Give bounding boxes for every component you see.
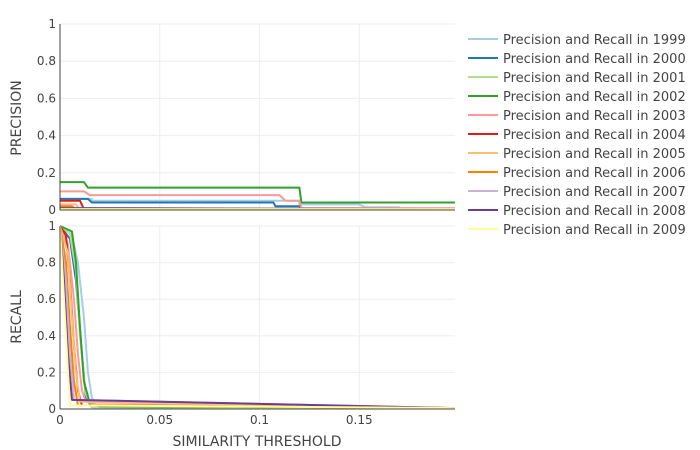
legend-entry-4: Precision and Recall in 2003 <box>503 109 686 124</box>
legend-entry-1: Precision and Recall in 2000 <box>503 52 686 67</box>
precision-series-line-4 <box>60 190 455 210</box>
recall-series-line-3 <box>59 225 456 410</box>
recall-series-line-8 <box>59 225 456 410</box>
precision-y-tick-label: 0.2 <box>37 166 56 180</box>
legend-entry-7: Precision and Recall in 2006 <box>503 166 686 181</box>
recall-y-tick-label: 0.4 <box>37 329 56 343</box>
recall-series-line-2 <box>59 225 456 410</box>
precision-axis-title: PRECISION <box>9 80 25 155</box>
recall-series-line-10 <box>59 225 456 410</box>
recall-axis-title: RECALL <box>9 290 25 344</box>
series-layer <box>59 181 456 410</box>
recall-series-line-9 <box>59 225 456 410</box>
recall-series-line-6 <box>59 225 456 410</box>
x-axis-title: SIMILARITY THRESHOLD <box>173 434 342 450</box>
x-tick-label: 0.15 <box>346 413 373 427</box>
recall-y-tick-label: 0 <box>48 402 56 416</box>
recall-y-tick-label: 1 <box>48 219 56 233</box>
legend: Precision and Recall in 1999 Precision an… <box>468 33 686 238</box>
legend-entry-2: Precision and Recall in 2001 <box>503 71 686 86</box>
legend-entry-8: Precision and Recall in 2007 <box>503 185 686 200</box>
legend-entry-3: Precision and Recall in 2002 <box>503 90 686 105</box>
legend-entry-5: Precision and Recall in 2004 <box>503 128 686 143</box>
recall-y-tick-label: 0.2 <box>37 365 56 379</box>
recall-y-tick-label: 0.6 <box>37 292 56 306</box>
recall-series-line-7 <box>59 225 456 410</box>
x-tick-label: 0.1 <box>250 413 269 427</box>
legend-entry-9: Precision and Recall in 2008 <box>503 204 686 219</box>
recall-series-line-5 <box>59 225 456 410</box>
legend-entry-0: Precision and Recall in 1999 <box>503 33 686 48</box>
axis-layer: 0 0.2 0.4 0.6 0.8 1 0 0.2 0.4 0.6 0.8 1 0 0.05 0.1 0.15 <box>37 17 455 427</box>
grid-layer <box>60 23 455 409</box>
x-tick-label: 0 <box>56 413 64 427</box>
legend-entry-10: Precision and Recall in 2009 <box>503 223 686 238</box>
legend-entry-6: Precision and Recall in 2005 <box>503 147 686 162</box>
precision-y-tick-label: 0.6 <box>37 91 56 105</box>
recall-series-line-4 <box>59 225 456 410</box>
precision-y-tick-label: 0.4 <box>37 129 56 143</box>
recall-series-line-0 <box>59 225 456 410</box>
precision-y-tick-label: 0.8 <box>37 54 56 68</box>
precision-y-tick-label: 1 <box>48 17 56 31</box>
precision-y-tick-label: 0 <box>48 203 56 217</box>
recall-y-tick-label: 0.8 <box>37 256 56 270</box>
x-tick-label: 0.05 <box>146 413 173 427</box>
recall-series-line-1 <box>59 225 456 410</box>
precision-series-line-3 <box>60 181 455 204</box>
